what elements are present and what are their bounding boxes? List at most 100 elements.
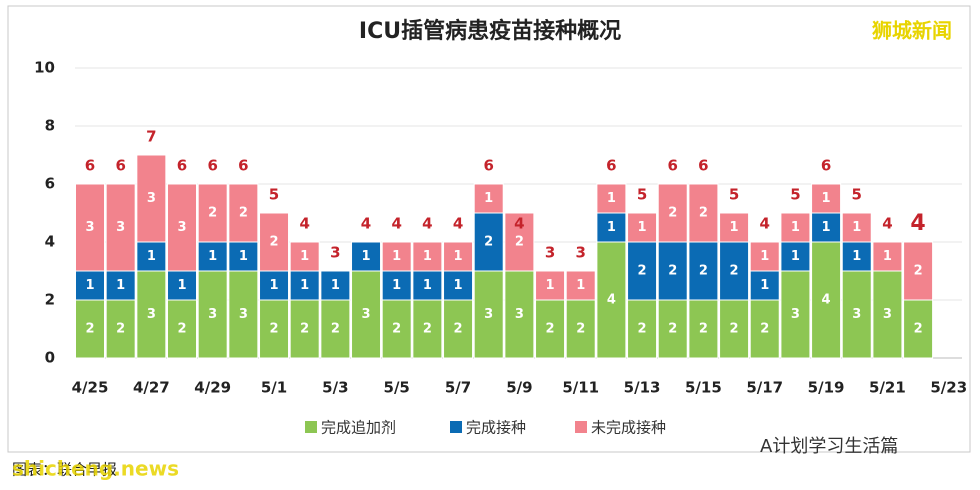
- bar-segment: [197, 183, 228, 243]
- segment-label: 3: [791, 307, 800, 322]
- total-label: 6: [238, 157, 248, 175]
- bar-segment: [351, 270, 382, 359]
- segment-label: 1: [822, 220, 831, 235]
- segment-label: 2: [300, 322, 309, 337]
- total-label: 3: [545, 244, 555, 262]
- bar-segment: [565, 299, 596, 359]
- chart-title: ICU插管病患疫苗接种概况: [359, 18, 621, 44]
- bar-segment: [320, 299, 351, 359]
- legend: 完成追加剂 完成接种 未完成接种: [305, 419, 666, 437]
- bar-segment: [535, 270, 566, 301]
- segment-label: 3: [147, 191, 156, 206]
- segment-label: 2: [730, 322, 739, 337]
- legend-label: 完成追加剂: [321, 419, 396, 437]
- bar-segment: [596, 183, 627, 214]
- bar-segment: [688, 183, 719, 243]
- segment-label: 2: [116, 322, 125, 337]
- total-label: 5: [269, 186, 279, 204]
- bar-segment: [627, 212, 658, 243]
- legend-swatch: [305, 421, 317, 433]
- y-tick-label: 2: [45, 291, 55, 309]
- segment-label: 1: [392, 278, 401, 293]
- segment-label: 1: [760, 249, 769, 264]
- bar-segment: [443, 241, 474, 272]
- total-label: 5: [790, 186, 800, 204]
- segment-label: 2: [85, 322, 94, 337]
- segment-label: 3: [883, 307, 892, 322]
- bar-segment: [289, 241, 320, 272]
- total-label: 6: [698, 157, 708, 175]
- bar-segment: [412, 299, 443, 359]
- bar-segment: [657, 241, 688, 301]
- y-tick-label: 8: [45, 117, 55, 135]
- bar-segment: [136, 154, 167, 243]
- legend-swatch: [450, 421, 462, 433]
- segment-label: 2: [699, 264, 708, 279]
- bar-segment: [197, 270, 228, 359]
- bar-segment: [75, 183, 105, 272]
- y-tick-label: 0: [45, 349, 55, 367]
- segment-label: 1: [147, 249, 156, 264]
- bar-segment: [749, 241, 780, 272]
- segment-label: 1: [822, 191, 831, 206]
- bar-segment: [75, 299, 105, 359]
- segment-label: 3: [484, 307, 493, 322]
- segment-label: 3: [85, 220, 94, 235]
- bar-segment: [473, 212, 504, 272]
- total-label: 6: [177, 157, 187, 175]
- y-tick-label: 4: [45, 233, 55, 251]
- bar-segment: [105, 183, 136, 272]
- segment-label: 1: [362, 249, 371, 264]
- total-label: 5: [637, 186, 647, 204]
- account: A计划学习生活篇: [760, 436, 898, 457]
- segment-label: 2: [760, 322, 769, 337]
- segment-label: 3: [239, 307, 248, 322]
- bar-segment: [381, 241, 412, 272]
- bar-segment: [259, 212, 290, 272]
- bar-segment: [473, 183, 504, 214]
- segment-label: 1: [331, 278, 340, 293]
- total-label: 4: [299, 215, 309, 233]
- bar-segment: [259, 270, 290, 301]
- bar-segment: [228, 241, 259, 272]
- total-label: 6: [483, 157, 493, 175]
- source: 图表：联合早报: [12, 461, 117, 479]
- bar-segment: [719, 212, 750, 243]
- total-label: 4: [453, 215, 463, 233]
- x-tick-label: 5/5: [384, 379, 410, 397]
- bar-segment: [596, 241, 627, 359]
- bar-segment: [136, 270, 167, 359]
- bar-segment: [167, 299, 198, 359]
- bar-segment: [473, 270, 504, 359]
- total-label: 7: [146, 128, 156, 146]
- x-tick-label: 5/7: [445, 379, 471, 397]
- bar-segment: [228, 270, 259, 359]
- segment-label: 4: [822, 293, 831, 308]
- bar-segment: [903, 241, 934, 301]
- total-label: 4: [882, 215, 892, 233]
- segment-label: 3: [852, 307, 861, 322]
- segment-label: 3: [177, 220, 186, 235]
- segment-label: 1: [116, 278, 125, 293]
- x-tick-label: 5/11: [562, 379, 599, 397]
- bar-segment: [780, 241, 811, 272]
- total-label: 6: [668, 157, 678, 175]
- segment-label: 2: [638, 264, 647, 279]
- bar-segment: [811, 241, 842, 359]
- bar-segment: [105, 270, 136, 301]
- bar-segment: [780, 212, 811, 243]
- bar-segment: [657, 183, 688, 243]
- segment-label: 2: [177, 322, 186, 337]
- x-tick-label: 5/3: [322, 379, 348, 397]
- segment-label: 2: [392, 322, 401, 337]
- segment-label: 3: [208, 307, 217, 322]
- x-tick-label: 4/29: [194, 379, 231, 397]
- segment-label: 2: [454, 322, 463, 337]
- bar-segment: [841, 241, 872, 272]
- segment-label: 2: [484, 235, 493, 250]
- bar-segment: [443, 299, 474, 359]
- segment-label: 1: [484, 191, 493, 206]
- segment-label: 1: [852, 249, 861, 264]
